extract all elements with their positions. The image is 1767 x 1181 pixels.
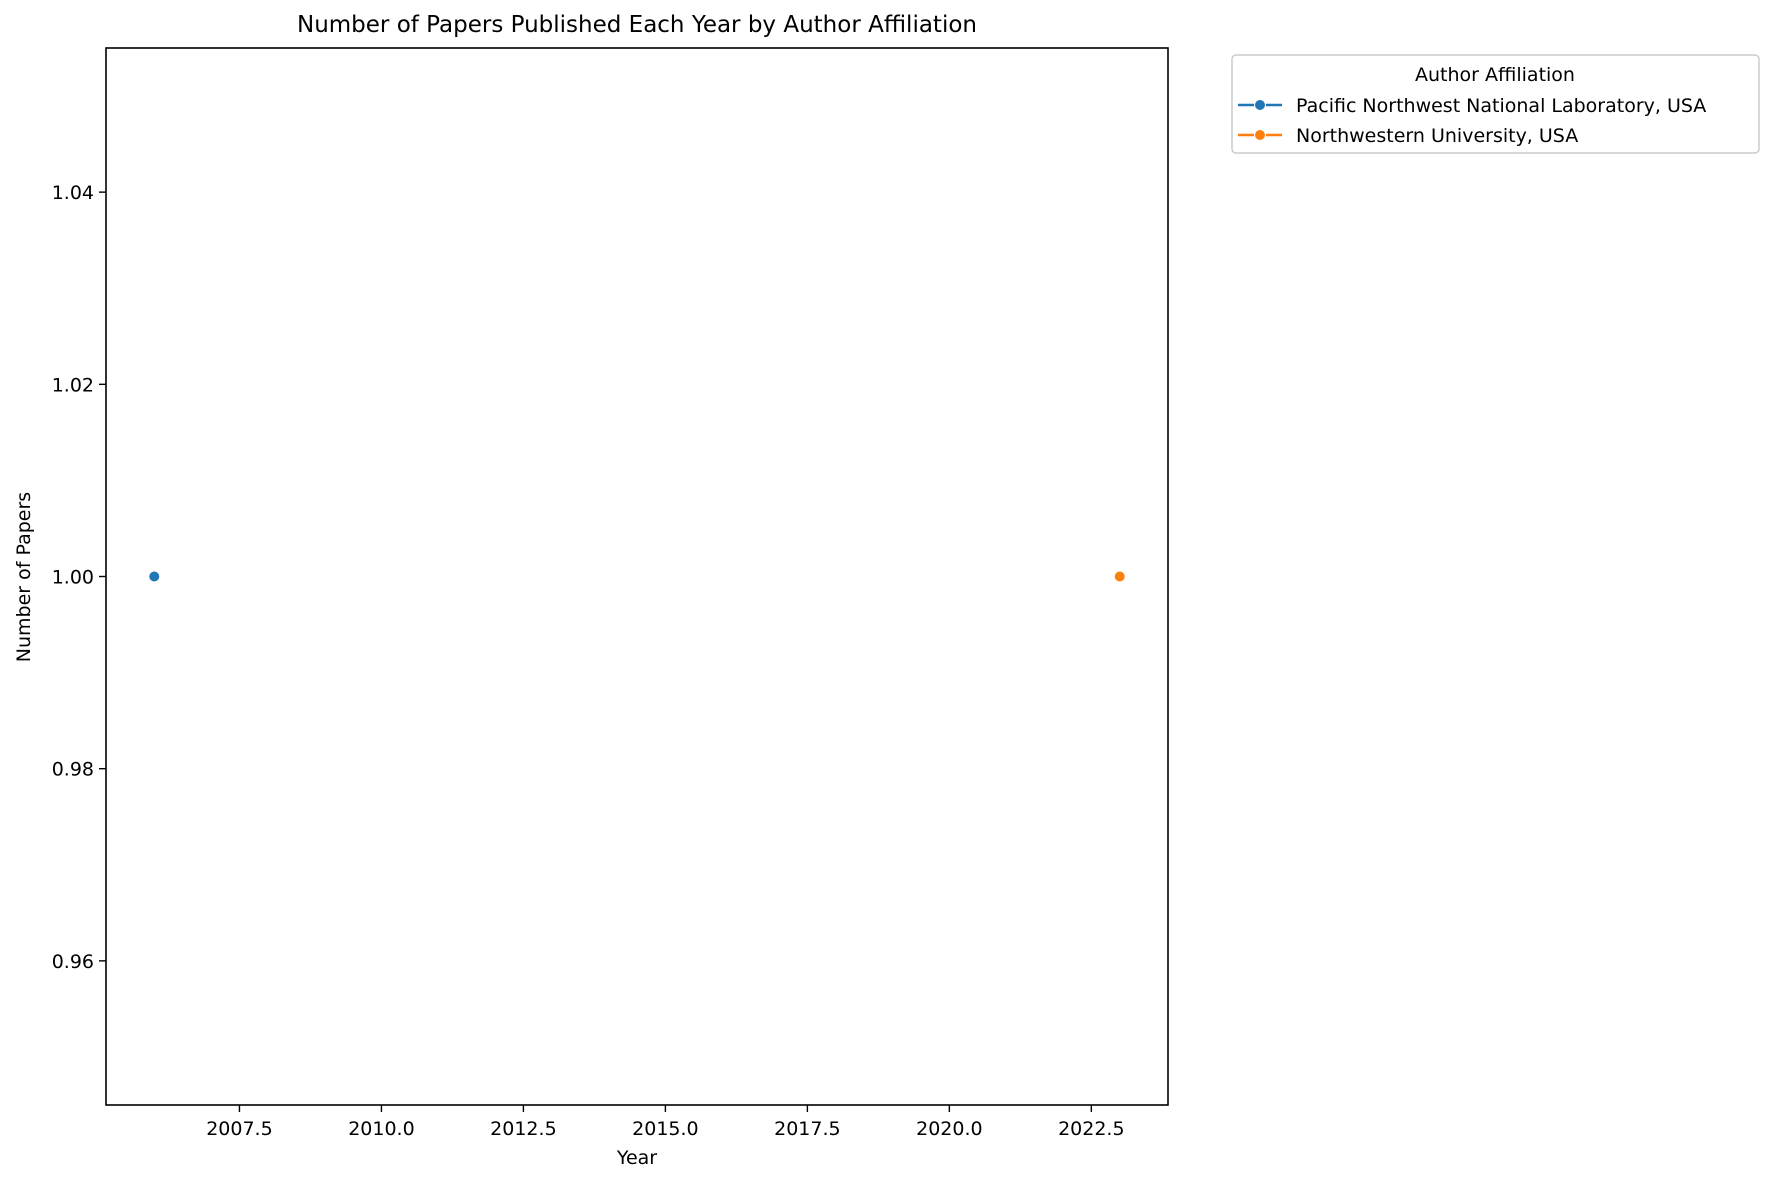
chart-title: Number of Papers Published Each Year by …: [297, 12, 977, 38]
data-point: [1113, 570, 1126, 583]
legend-entry: Pacific Northwest National Laboratory, U…: [1238, 95, 1706, 117]
legend-marker-swatch: [1254, 99, 1266, 111]
legend-entries: Pacific Northwest National Laboratory, U…: [1238, 95, 1706, 147]
y-tick-label: 0.96: [52, 951, 94, 973]
legend-title: Author Affiliation: [1415, 64, 1575, 86]
x-axis-ticks: 2007.5 2010.0 2012.5 2015.0 2017.5 2020.0 2022…: [206, 1105, 1125, 1140]
legend-label: Pacific Northwest National Laboratory, U…: [1296, 95, 1706, 117]
legend-entry: Northwestern University, USA: [1238, 125, 1578, 147]
y-axis-ticks: 0.96 0.98 1.00 1.02 1.04: [52, 182, 106, 973]
x-tick-label: 2015.0: [632, 1118, 698, 1140]
y-tick-label: 1.04: [52, 182, 94, 204]
plot-area: 2007.5 2010.0 2012.5 2015.0 2017.5 2020.0 2022…: [52, 47, 1169, 1140]
plot-frame: [105, 47, 1169, 1106]
legend-box: [1231, 54, 1760, 154]
x-tick-label: 2007.5: [206, 1118, 272, 1140]
x-axis-label: Year: [616, 1147, 657, 1169]
x-tick-label: 2020.0: [916, 1118, 982, 1140]
y-tick-label: 1.02: [52, 374, 94, 396]
x-tick-label: 2017.5: [774, 1118, 840, 1140]
data-markers: [148, 570, 1126, 583]
x-tick-label: 2022.5: [1058, 1118, 1124, 1140]
y-axis-label: Number of Papers: [13, 492, 35, 662]
x-tick-label: 2012.5: [490, 1118, 556, 1140]
legend: Author Affiliation Pacific Northwest Nat…: [1231, 54, 1760, 154]
y-tick-label: 0.98: [52, 759, 94, 781]
y-tick-label: 1.00: [52, 567, 94, 589]
data-point: [148, 570, 161, 583]
legend-label: Northwestern University, USA: [1296, 125, 1578, 147]
x-tick-label: 2010.0: [348, 1118, 414, 1140]
legend-marker-swatch: [1254, 129, 1266, 141]
